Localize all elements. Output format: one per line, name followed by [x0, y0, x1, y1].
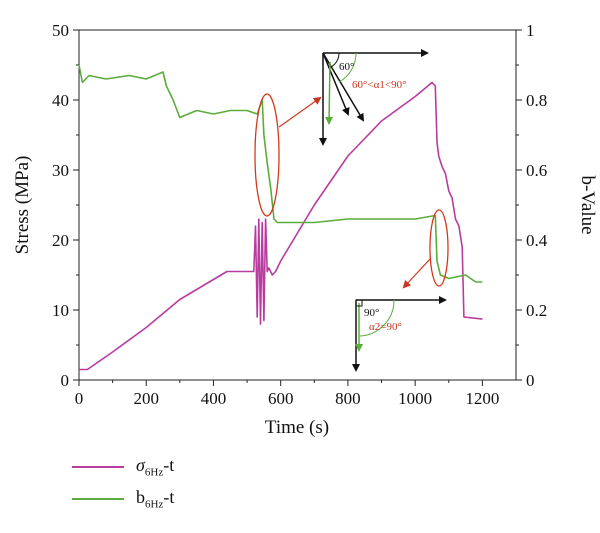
legend-stress-label: σ6Hz-t — [136, 455, 175, 479]
y-axis-right-label: b-Value — [577, 175, 598, 234]
diagram1-vector-b — [322, 52, 350, 116]
connector-arrow-1 — [278, 96, 322, 128]
x-tick-label: 400 — [201, 389, 227, 408]
connector-arrow-2 — [402, 257, 432, 289]
x-tick-label: 0 — [75, 389, 84, 408]
plot-frame — [78, 29, 517, 381]
angle-range-label-1: 60°<α1<90° — [352, 79, 406, 91]
angle-diagram-2: 90° α2=90° — [352, 296, 447, 372]
diagram2-arc — [359, 299, 395, 337]
angle-label-1: 60° — [339, 61, 354, 73]
y-right-tick-label: 0 — [526, 371, 535, 390]
y-right-tick-label: 0.8 — [526, 91, 547, 110]
y-left-tick-label: 30 — [52, 161, 69, 180]
diagram1-arc-outer — [338, 52, 357, 83]
legend-b-swatch — [72, 497, 124, 500]
angle-diagram-1: 60° 60°<α1<90° — [319, 49, 429, 146]
tick-labels: 0 200 400 600 800 1000 1200 0 10 20 30 40 50 0 0.2 0.4 0… — [52, 21, 548, 408]
y-left-tick-label: 0 — [61, 371, 70, 390]
x-tick-label: 1200 — [465, 389, 499, 408]
x-axis-label: Time (s) — [265, 417, 329, 438]
y-right-tick-label: 1 — [526, 21, 535, 40]
series-layer — [78, 64, 483, 371]
diagram2-right-angle — [355, 299, 363, 307]
y-left-tick-label: 50 — [52, 21, 69, 40]
x-tick-label: 800 — [335, 389, 361, 408]
y-left-tick-label: 40 — [52, 91, 69, 110]
x-tick-label: 600 — [268, 389, 294, 408]
axis-ticks — [73, 29, 522, 386]
angle-label-2: 90° — [364, 307, 379, 319]
y-left-tick-label: 20 — [52, 231, 69, 250]
x-tick-label: 200 — [133, 389, 159, 408]
diagram1-arc-inner — [330, 52, 340, 68]
y-right-tick-label: 0.4 — [526, 231, 548, 250]
y-right-tick-label: 0.2 — [526, 301, 547, 320]
highlight-ellipse-2 — [429, 209, 449, 287]
legend-stress-swatch — [72, 465, 124, 468]
highlight-ellipse-1 — [254, 93, 280, 217]
legend-b-label: b6Hz-t — [136, 487, 175, 511]
x-tick-label: 1000 — [398, 389, 432, 408]
y-left-tick-label: 10 — [52, 301, 69, 320]
diagram1-green-vector — [325, 61, 334, 125]
series-line-stress — [79, 81, 483, 371]
y-axis-left-label: Stress (MPa) — [12, 156, 33, 255]
legend-b: b6Hz-t — [72, 487, 174, 511]
series-line-b-value — [78, 64, 483, 283]
y-right-tick-label: 0.6 — [526, 161, 547, 180]
angle-range-label-2: α2=90° — [369, 321, 402, 333]
legend-stress: σ6Hz-t — [72, 455, 174, 479]
